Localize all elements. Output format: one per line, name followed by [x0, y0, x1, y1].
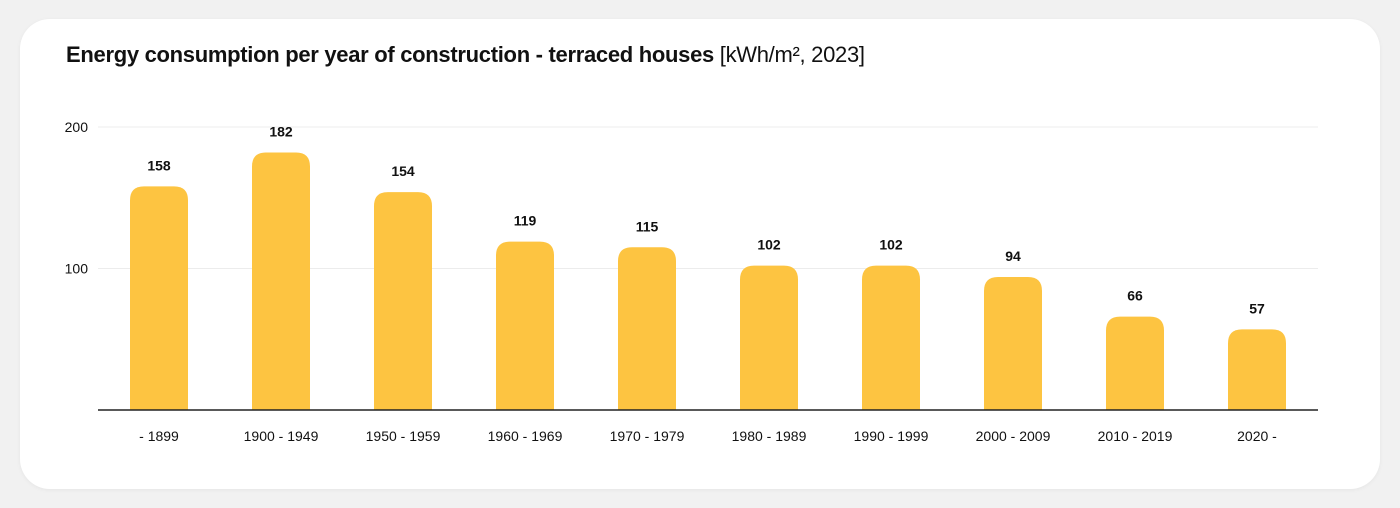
- data-label: 119: [514, 213, 537, 229]
- chart-unit-label: [kWh/m², 2023]: [719, 42, 865, 67]
- bar: [862, 265, 920, 410]
- x-tick-label: - 1899: [139, 428, 179, 444]
- bar: [618, 247, 676, 410]
- bar: [130, 186, 188, 410]
- data-label: 102: [757, 237, 781, 253]
- data-label: 57: [1249, 300, 1265, 316]
- chart-title-text: Energy consumption per year of construct…: [66, 42, 714, 67]
- x-tick-label: 2020 -: [1237, 428, 1277, 444]
- x-tick-label: 1970 - 1979: [610, 428, 685, 444]
- x-tick-label: 1950 - 1959: [366, 428, 441, 444]
- x-tick-label: 1960 - 1969: [488, 428, 563, 444]
- bar: [1228, 329, 1286, 410]
- x-tick-label: 1980 - 1989: [732, 428, 807, 444]
- bar: [252, 152, 310, 410]
- data-label: 158: [147, 157, 171, 173]
- bar: [1106, 316, 1164, 410]
- x-tick-label: 2000 - 2009: [976, 428, 1051, 444]
- x-tick-label: 1900 - 1949: [244, 428, 319, 444]
- data-label: 115: [636, 218, 659, 234]
- x-tick-label: 1990 - 1999: [854, 428, 929, 444]
- y-tick-label: 200: [65, 119, 89, 135]
- bar: [984, 276, 1042, 410]
- bar: [740, 265, 798, 410]
- data-label: 182: [269, 123, 293, 139]
- data-label: 94: [1005, 248, 1021, 264]
- y-tick-label: 100: [65, 261, 89, 277]
- data-label: 66: [1127, 288, 1143, 304]
- bar: [496, 241, 554, 410]
- data-label: 154: [391, 163, 415, 179]
- data-label: 102: [879, 237, 903, 253]
- chart-title: Energy consumption per year of construct…: [66, 42, 865, 68]
- bar: [374, 192, 432, 410]
- x-tick-label: 2010 - 2019: [1098, 428, 1173, 444]
